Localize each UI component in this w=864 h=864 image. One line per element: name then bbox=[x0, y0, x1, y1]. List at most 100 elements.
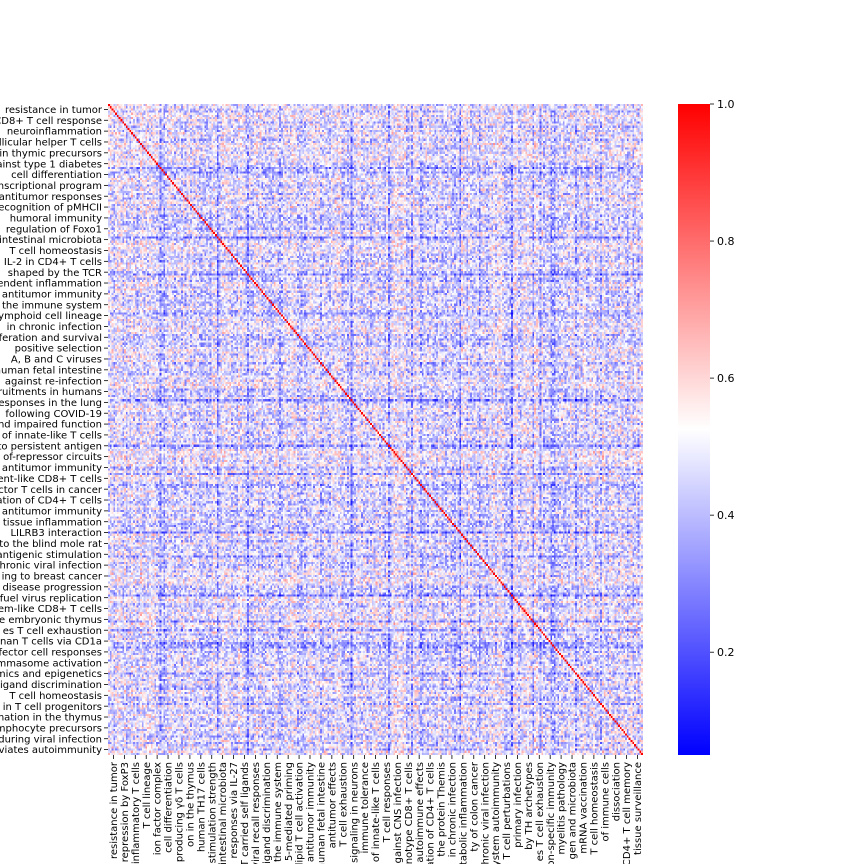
y-tick-label: ctor T cells in cancer bbox=[0, 485, 103, 496]
x-tick-label: tissue surveillance bbox=[633, 762, 644, 855]
colorbar-tick-label: 0.8 bbox=[717, 235, 735, 248]
y-tick-label: humoral immunity bbox=[10, 214, 102, 225]
colorbar-gradient bbox=[678, 104, 710, 755]
x-tick-label: mRNA vaccination bbox=[579, 762, 590, 854]
x-tick-label: CD4+ T cell memory bbox=[622, 762, 633, 864]
y-tick-label: to persistent antigen bbox=[0, 441, 102, 452]
y-tick-label: mation in the thymus bbox=[0, 713, 102, 724]
x-tick-label: lipid T cell activation bbox=[295, 762, 306, 864]
x-tick-label: myelitis pathology bbox=[557, 762, 568, 855]
y-tick-label: intestinal microbiota bbox=[0, 235, 102, 246]
y-tick-label: proliferation and survival bbox=[0, 333, 102, 344]
y-tick-label: fuel virus replication bbox=[0, 593, 102, 604]
colorbar-tick-label: 0.6 bbox=[717, 372, 735, 385]
x-tick-label: chronic viral infection bbox=[480, 762, 491, 864]
x-tick-label: T cell lineage bbox=[142, 762, 153, 829]
x-tick-label: repression by FoxP3 bbox=[120, 762, 131, 862]
x-tick-label: viral recall responses bbox=[251, 762, 262, 864]
y-tick-label: antitumor immunity bbox=[2, 463, 102, 474]
y-tick-label: regulation of Foxo1 bbox=[6, 224, 102, 235]
y-tick-label: nan T cells via CD1a bbox=[0, 637, 102, 648]
y-tick-label: in chronic infection bbox=[7, 322, 102, 333]
x-tick-label: T cell exhaustion bbox=[338, 762, 349, 848]
y-tick-label: ligand discrimination bbox=[0, 680, 102, 691]
y-tick-label: es T cell exhaustion bbox=[3, 626, 102, 637]
y-tick-label: lymphocyte precursors bbox=[0, 723, 102, 734]
x-tick-label: signaling in neurons bbox=[349, 762, 360, 863]
y-tick-label: of-repressor circuits bbox=[3, 452, 102, 463]
y-tick-label: the immune system bbox=[2, 300, 102, 311]
x-tick-label: T cell homeostasis bbox=[589, 762, 600, 856]
x-tick-label: intestinal microbiota bbox=[218, 762, 229, 864]
x-tick-label: producing γδ T cells bbox=[175, 762, 186, 862]
y-tick-label: T cell homeostasis bbox=[8, 246, 102, 257]
y-tick-label: antitumor immunity bbox=[2, 289, 102, 300]
y-tick-label: dependent inflammation bbox=[0, 279, 102, 290]
x-tick-label: ion factor complex bbox=[153, 762, 164, 855]
x-tick-label: autoimmune effects bbox=[415, 762, 426, 863]
x-tick-label: ty of colon cancer bbox=[469, 761, 480, 851]
y-tick-label: positive selection bbox=[15, 344, 102, 355]
colorbar-tick-label: 0.2 bbox=[717, 646, 735, 659]
y-tick-label: ffector cell responses bbox=[0, 648, 102, 659]
x-tick-label: T cell responses bbox=[382, 762, 393, 843]
y-tick-label: recruitments in humans bbox=[0, 387, 102, 398]
y-tick-label: human fetal intestine bbox=[0, 365, 102, 376]
x-tick-label: on in the thymus bbox=[185, 762, 196, 847]
x-tick-label: T cell perturbations bbox=[502, 762, 513, 861]
y-tick-label: mics and epigenetics bbox=[0, 669, 102, 680]
y-tick-label: cell differentiation bbox=[11, 170, 102, 181]
x-tick-label: against CNS infection bbox=[393, 762, 404, 864]
x-tick-label: human fetal intestine bbox=[317, 762, 328, 864]
y-tick-label: lymphoid cell lineage bbox=[0, 311, 102, 322]
y-tick-label: chronic viral infection bbox=[0, 561, 102, 572]
x-tick-label: the immune system bbox=[273, 762, 284, 862]
x-tick-label: inflammatory T cells bbox=[131, 762, 142, 864]
x-tick-label: ligand discrimination bbox=[262, 762, 273, 864]
x-tick-label: dissociation bbox=[611, 762, 622, 821]
y-tick-label: resistance in tumor bbox=[5, 105, 103, 116]
x-tick-label: ation of CD4+ T cells bbox=[426, 762, 437, 864]
colorbar-tick-label: 1.0 bbox=[717, 98, 735, 111]
x-tick-label: es T cell exhaustion bbox=[535, 762, 546, 861]
y-tick-label: disease progression bbox=[2, 582, 102, 593]
y-tick-label: and impaired function bbox=[0, 420, 102, 431]
x-tick-label: non-specific immunity bbox=[546, 762, 557, 864]
colorbar: 0.2 0.4 0.6 0.8 1.0 bbox=[678, 98, 735, 755]
y-tick-label: ing to breast cancer bbox=[2, 572, 103, 583]
x-tick-label: antitumor immunity bbox=[306, 762, 317, 862]
y-tick-label: ent-like CD8+ T cells bbox=[0, 474, 102, 485]
x-tick-label: notype CD8+ T cells bbox=[404, 762, 415, 864]
x-tick-label: in chronic infection bbox=[448, 762, 459, 857]
y-tick-label: CD8+ T cell response bbox=[0, 116, 102, 127]
y-tick-label: A, B and C viruses bbox=[11, 355, 102, 366]
y-tick-label: to the blind mole rat bbox=[0, 539, 102, 550]
y-tick-label: deviates autoimmunity bbox=[0, 745, 102, 756]
y-tick-label: during viral infection bbox=[0, 734, 102, 745]
x-tick-label: of immune cells bbox=[600, 762, 611, 842]
heatmap-cells bbox=[108, 104, 643, 755]
y-tick-label: in T cell progenitors bbox=[3, 702, 102, 713]
x-tick-label: metabolic inflammation bbox=[458, 762, 469, 864]
y-tick-label: transcriptional program bbox=[0, 181, 102, 192]
y-tick-label: e embryonic thymus bbox=[0, 615, 102, 626]
x-tick-label: cell differentiation bbox=[164, 762, 175, 853]
x-tick-label: immune tolerance bbox=[360, 762, 371, 853]
x-tick-label: T carried self ligands bbox=[240, 762, 251, 864]
x-tick-label: antitumor effects bbox=[327, 762, 338, 848]
y-tick-label: in thymic precursors bbox=[0, 148, 102, 159]
y-tick-label: antitumor immunity bbox=[2, 506, 102, 517]
y-tick-label: antigenic stimulation bbox=[0, 550, 102, 561]
x-tick-label: primary infection bbox=[513, 762, 524, 848]
y-tick-label: shaped by the TCR bbox=[8, 268, 102, 279]
y-tick-label: of innate-like T cells bbox=[2, 431, 102, 442]
y-tick-label: IL-2 in CD4+ T cells bbox=[4, 257, 102, 268]
y-tick-label: against re-infection bbox=[5, 376, 102, 387]
x-tick-label: gen and microbiota bbox=[568, 762, 579, 859]
x-axis-ticks: resistance in tumor repression by FoxP3 in… bbox=[109, 755, 644, 864]
x-tick-label: system autoimmunity bbox=[491, 762, 502, 864]
x-tick-label: human TH17 cells bbox=[196, 762, 207, 852]
heatmap-raster bbox=[108, 104, 643, 755]
